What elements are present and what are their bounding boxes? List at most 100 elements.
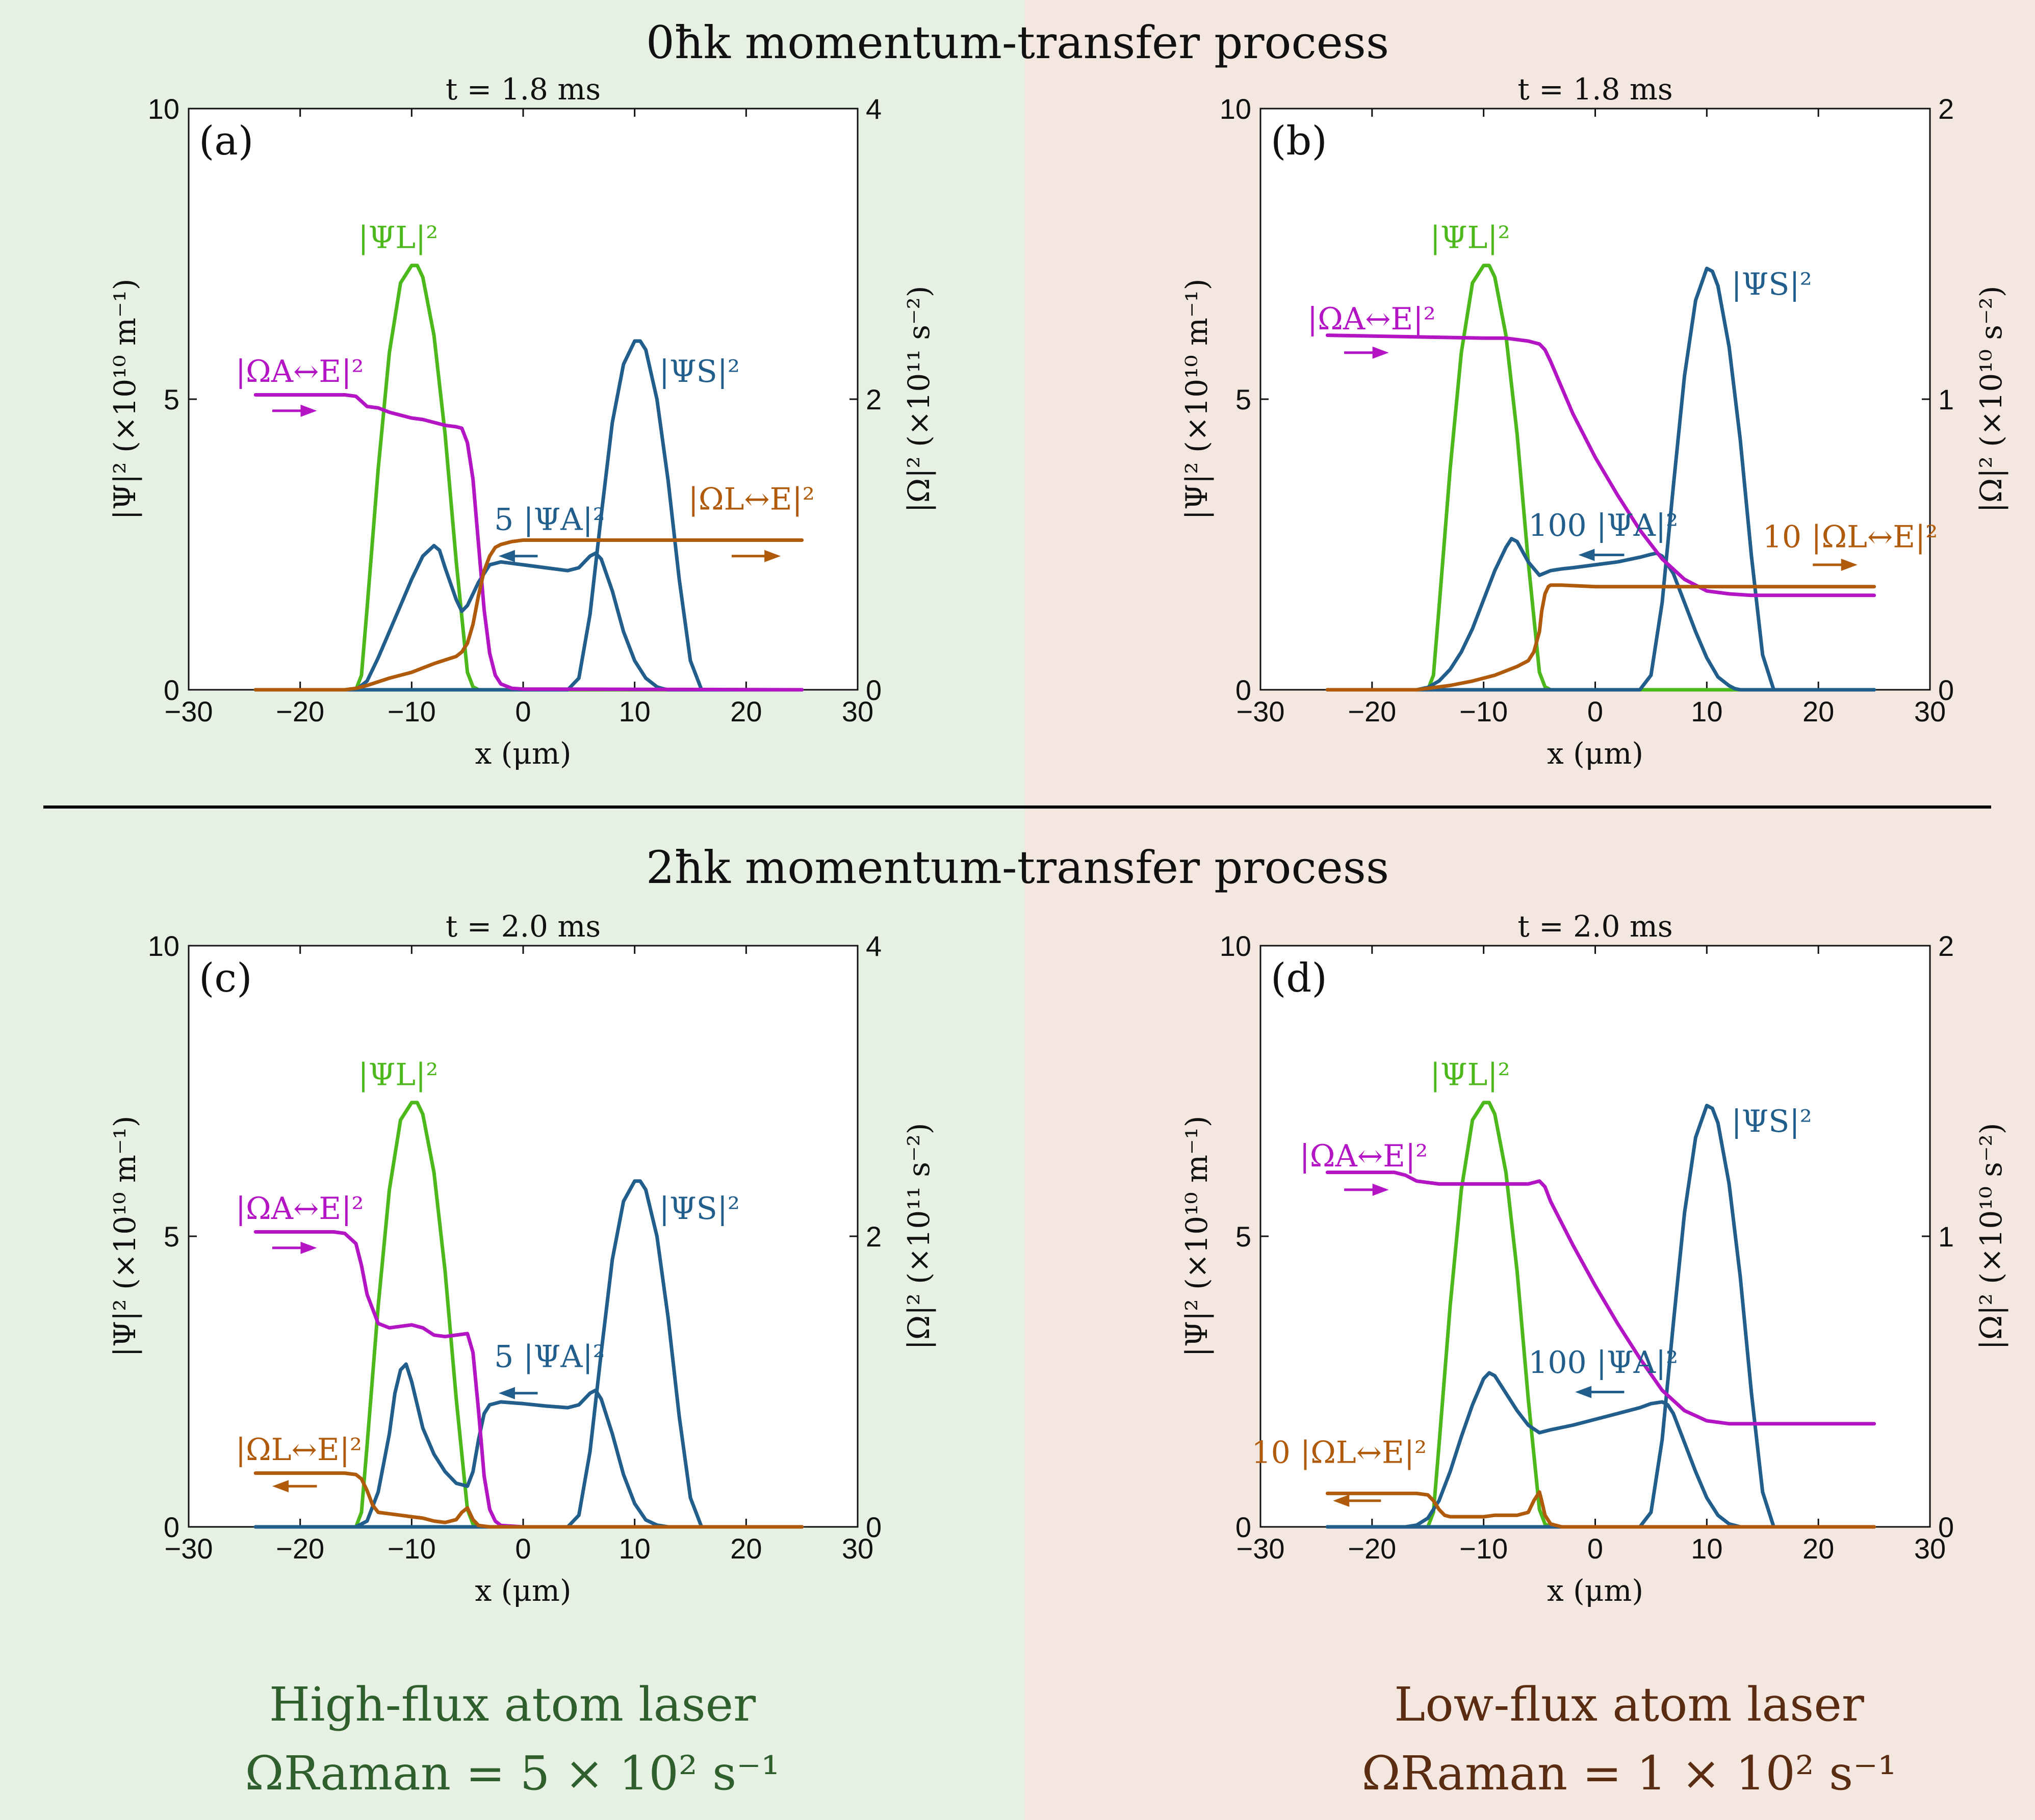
x-tick-label: 10 [619, 695, 651, 727]
plot-area [188, 945, 859, 1528]
y-right-tick-label: 0 [866, 1511, 882, 1543]
y-tick-label: 5 [164, 1220, 179, 1253]
series-annotation: |ΨL|² [1430, 220, 1510, 256]
series-annotation: 5 |ΨA|² [494, 1339, 605, 1375]
footer-right-title: Low-flux atom laser [1394, 1677, 1864, 1732]
series-line [1325, 333, 1876, 597]
series-annotation: |ΨS|² [1731, 1104, 1812, 1139]
direction-arrow-head [1372, 346, 1389, 359]
footer-right-formula: ΩRaman = 1 × 10² s⁻¹ [1361, 1746, 1897, 1801]
x-tick-label: 20 [730, 1532, 762, 1565]
x-tick-label: −20 [1348, 695, 1396, 727]
panel-title: t = 1.8 ms [1517, 72, 1672, 107]
series-annotation: |ΩA↔E|² [236, 1191, 364, 1227]
y-right-tick-label: 1 [1938, 1220, 1954, 1253]
section-title-0hk: 0ħk momentum-transfer process [646, 16, 1389, 69]
series-annotation: |ΨL|² [1430, 1057, 1510, 1093]
x-tick-label: −10 [388, 695, 436, 727]
panel-label: (a) [199, 118, 253, 164]
y-right-tick-label: 2 [1938, 93, 1954, 125]
y-tick-label: 0 [1235, 674, 1251, 706]
x-tick-label: −30 [1237, 695, 1285, 727]
y-right-axis-label: |Ω|² (×10¹¹ s⁻²) [901, 1123, 936, 1349]
x-axis-label: x (μm) [1547, 1573, 1643, 1608]
series-annotation: |ΨL|² [358, 1057, 438, 1093]
series-annotation: |ΩL↔E|² [236, 1432, 362, 1468]
y-right-tick-label: 4 [866, 93, 882, 125]
series-line [1325, 1171, 1876, 1426]
x-tick-label: −10 [1459, 695, 1508, 727]
y-tick-label: 5 [1235, 1220, 1251, 1253]
y-axis-label: |Ψ|² (×10¹⁰ m⁻¹) [108, 1115, 142, 1357]
direction-arrow-head [764, 550, 781, 562]
section-divider [43, 805, 1991, 809]
y-tick-label: 10 [148, 93, 179, 125]
y-tick-label: 0 [164, 1511, 179, 1543]
series-annotation: |ΨL|² [358, 220, 438, 256]
series-line [1325, 264, 1876, 692]
plot-area [188, 108, 859, 691]
direction-arrow-head [1372, 1183, 1389, 1196]
panel-title: t = 2.0 ms [446, 909, 601, 944]
x-tick-label: −10 [1459, 1532, 1508, 1565]
y-right-tick-label: 1 [1938, 383, 1954, 415]
series-line [253, 339, 804, 692]
direction-arrow-head [1578, 549, 1595, 561]
x-axis-label: x (μm) [475, 736, 571, 771]
y-right-tick-label: 2 [866, 383, 882, 415]
y-right-tick-label: 0 [1938, 1511, 1954, 1543]
series-line [1325, 1104, 1876, 1529]
direction-arrow-head [300, 1241, 317, 1254]
y-right-axis-label: |Ω|² (×10¹⁰ s⁻²) [1974, 285, 2008, 512]
y-right-axis-label: |Ω|² (×10¹⁰ s⁻²) [1974, 1123, 2008, 1349]
y-right-tick-label: 2 [866, 1220, 882, 1253]
series-annotation: |ΩL↔E|² [688, 482, 815, 517]
series-line [253, 264, 804, 692]
panel-label: (d) [1271, 955, 1327, 1001]
y-tick-label: 10 [1220, 93, 1251, 125]
series-line [1325, 267, 1876, 692]
x-tick-label: 30 [1914, 695, 1946, 727]
direction-arrow-head [300, 404, 317, 417]
y-tick-label: 10 [1220, 930, 1251, 962]
x-tick-label: −10 [388, 1532, 436, 1565]
y-axis-label: |Ψ|² (×10¹⁰ m⁻¹) [1179, 278, 1214, 519]
panel-title: t = 2.0 ms [1517, 909, 1672, 944]
panel-label: (b) [1271, 118, 1327, 164]
direction-arrow-head [498, 550, 515, 562]
plot-area [1259, 945, 1931, 1528]
x-tick-label: −30 [1237, 1532, 1285, 1565]
footer-left-title: High-flux atom laser [269, 1677, 756, 1732]
series-annotation: |ΩA↔E|² [236, 354, 364, 389]
x-tick-label: −30 [165, 695, 213, 727]
series-line [1325, 583, 1876, 692]
series-line [1325, 1371, 1876, 1529]
series-line [1325, 1101, 1876, 1529]
x-tick-label: 0 [515, 1532, 531, 1565]
panel-title: t = 1.8 ms [446, 72, 601, 107]
x-tick-label: 30 [842, 695, 873, 727]
x-tick-label: −20 [276, 695, 324, 727]
series-annotation: |ΨS|² [1731, 267, 1812, 302]
x-tick-label: 20 [730, 695, 762, 727]
direction-arrow-head [272, 1480, 289, 1493]
series-line [253, 393, 804, 692]
direction-arrow-head [1841, 558, 1858, 571]
panel-label: (c) [199, 955, 252, 1001]
y-right-tick-label: 2 [1938, 930, 1954, 962]
series-annotation: |ΩA↔E|² [1300, 1138, 1428, 1174]
y-axis-label: |Ψ|² (×10¹⁰ m⁻¹) [1179, 1115, 1214, 1357]
x-tick-label: −20 [276, 1532, 324, 1565]
series-line [253, 1230, 804, 1529]
series-annotation: 10 |ΩL↔E|² [1763, 519, 1938, 555]
y-right-tick-label: 0 [1938, 674, 1954, 706]
x-tick-label: −30 [165, 1532, 213, 1565]
series-annotation: |ΨS|² [659, 1191, 740, 1227]
x-tick-label: −20 [1348, 1532, 1396, 1565]
series-annotation: 10 |ΩL↔E|² [1251, 1435, 1427, 1471]
series-annotation: |ΨS|² [659, 354, 740, 389]
plot-area [1259, 108, 1931, 691]
